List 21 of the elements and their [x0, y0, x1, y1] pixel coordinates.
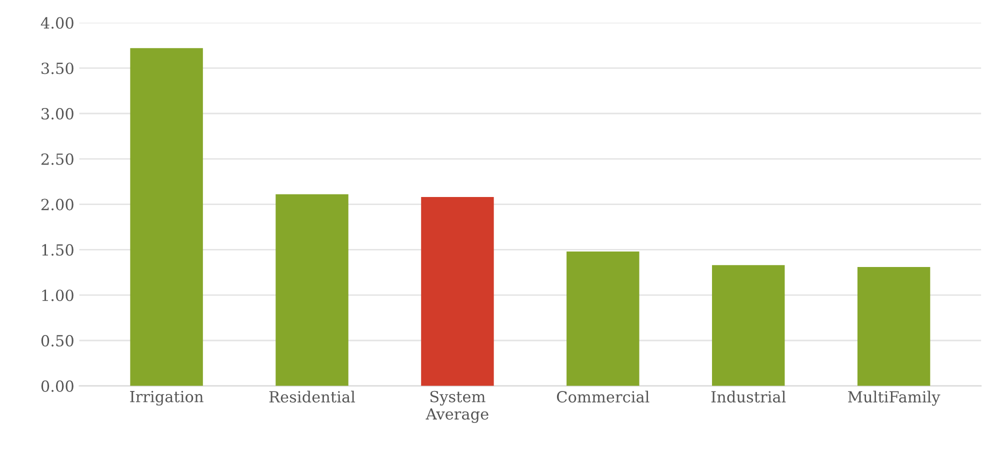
- y-tick-label: 3.00: [42, 108, 74, 120]
- x-tick-label: Industrial: [711, 390, 786, 403]
- y-tick-label: 1.50: [42, 244, 74, 256]
- y-tick-label: 3.50: [42, 62, 74, 74]
- bar: [857, 266, 930, 386]
- x-tick-label: MultiFamily: [848, 390, 940, 406]
- y-tick-label: 2.50: [41, 153, 74, 165]
- y-tick-label: 1.00: [42, 290, 74, 302]
- x-tick-label: Irrigation: [130, 390, 204, 406]
- x-tick-label: System Average: [426, 390, 488, 423]
- bar: [566, 252, 640, 386]
- bar: [130, 48, 203, 386]
- y-tick-label: 0.50: [41, 334, 74, 347]
- bar: [421, 197, 494, 386]
- bar: [276, 194, 348, 386]
- x-tick-label: Residential: [269, 390, 356, 403]
- bar: [712, 265, 785, 386]
- y-tick-label: 0.00: [41, 380, 74, 392]
- y-tick-label: 2.00: [41, 198, 74, 210]
- x-tick-label: Commercial: [556, 390, 650, 403]
- y-tick-label: 4.00: [40, 17, 74, 29]
